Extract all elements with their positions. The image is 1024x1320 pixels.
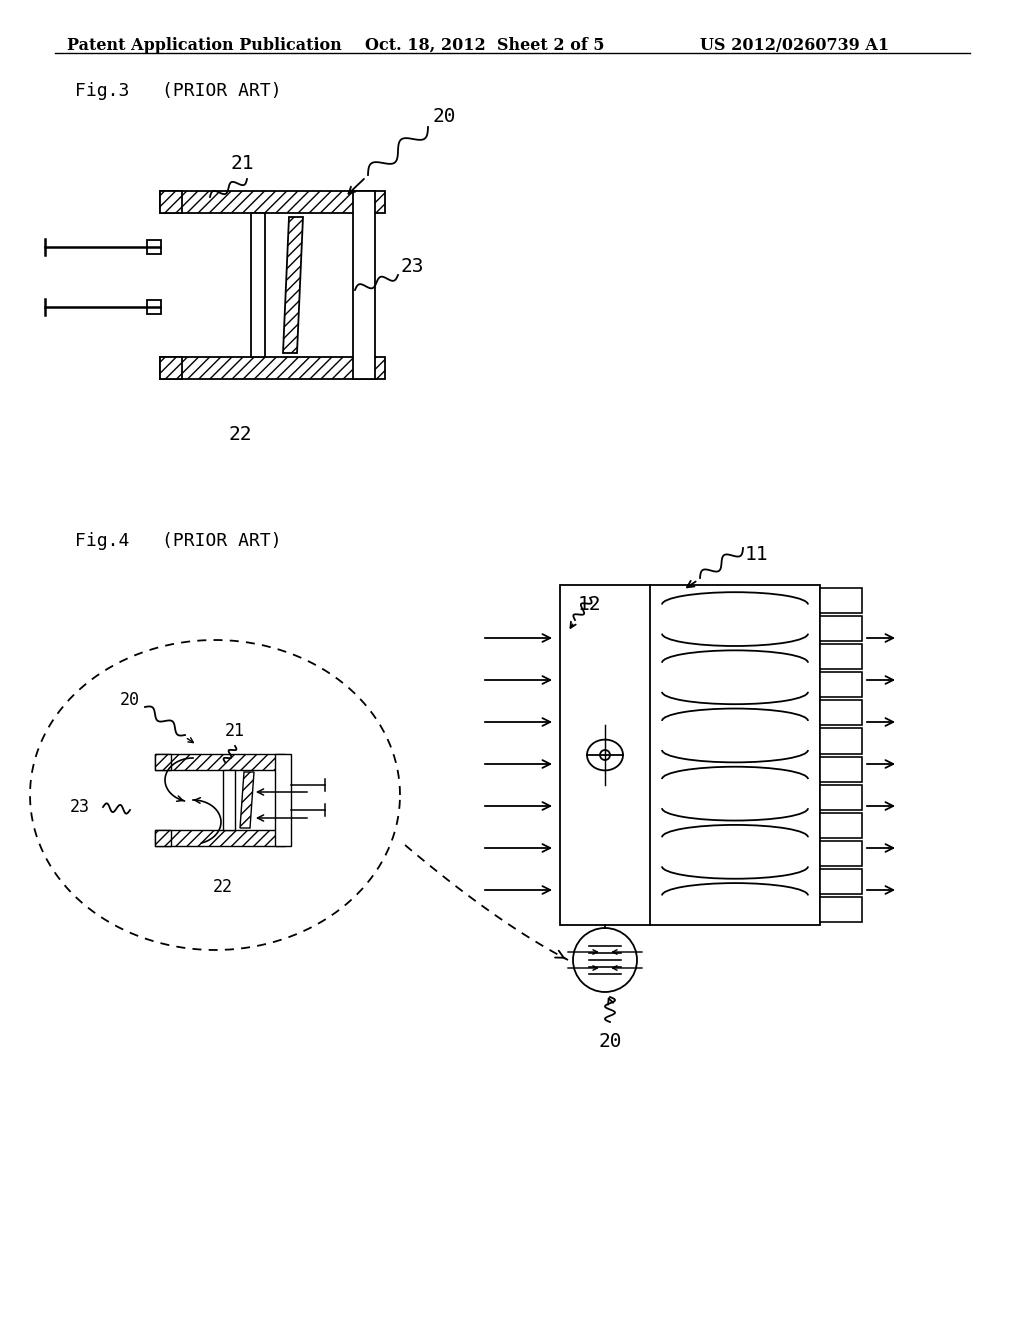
Text: Patent Application Publication: Patent Application Publication [67, 37, 342, 54]
Bar [820, 587, 862, 612]
Text: Oct. 18, 2012  Sheet 2 of 5: Oct. 18, 2012 Sheet 2 of 5 [365, 37, 604, 54]
Bar [275, 754, 291, 846]
Bar [820, 841, 862, 866]
Bar [223, 770, 234, 830]
Bar [160, 191, 385, 213]
Circle shape [600, 750, 610, 760]
Text: 20: 20 [598, 1032, 622, 1051]
Bar [560, 585, 820, 925]
Text: Fig.4   (PRIOR ART): Fig.4 (PRIOR ART) [75, 532, 282, 550]
Text: 12: 12 [578, 595, 601, 614]
Bar [820, 616, 862, 642]
Bar [820, 784, 862, 809]
Bar [160, 191, 182, 213]
Bar [155, 830, 171, 846]
Bar [820, 644, 862, 669]
Bar [155, 830, 171, 846]
Bar [155, 754, 171, 770]
Text: 23: 23 [400, 257, 424, 276]
Bar [160, 191, 182, 213]
Bar [160, 356, 182, 379]
Bar [353, 191, 375, 379]
Bar [820, 672, 862, 697]
Bar [820, 869, 862, 894]
Circle shape [573, 928, 637, 993]
Bar [820, 701, 862, 726]
Polygon shape [240, 772, 254, 828]
Bar [155, 830, 285, 846]
Bar [155, 754, 285, 770]
Text: 20: 20 [120, 690, 140, 709]
Bar [820, 896, 862, 921]
Text: Fig.3   (PRIOR ART): Fig.3 (PRIOR ART) [75, 82, 282, 100]
Text: 22: 22 [213, 878, 233, 896]
Bar [147, 240, 161, 253]
Bar [160, 191, 385, 213]
Bar [155, 830, 285, 846]
Text: 21: 21 [225, 722, 245, 741]
Bar [160, 356, 182, 379]
Bar [155, 754, 285, 770]
Text: 23: 23 [70, 799, 90, 816]
Bar [820, 729, 862, 754]
Bar [160, 356, 385, 379]
Polygon shape [283, 216, 303, 352]
Bar [160, 356, 385, 379]
Bar [251, 213, 265, 356]
Bar [155, 754, 171, 770]
Bar [820, 756, 862, 781]
Bar [820, 813, 862, 838]
Text: 11: 11 [745, 545, 768, 564]
Text: 20: 20 [432, 107, 456, 127]
Text: 21: 21 [230, 154, 254, 173]
Text: 22: 22 [228, 425, 252, 444]
Text: US 2012/0260739 A1: US 2012/0260739 A1 [700, 37, 889, 54]
Bar [147, 300, 161, 314]
